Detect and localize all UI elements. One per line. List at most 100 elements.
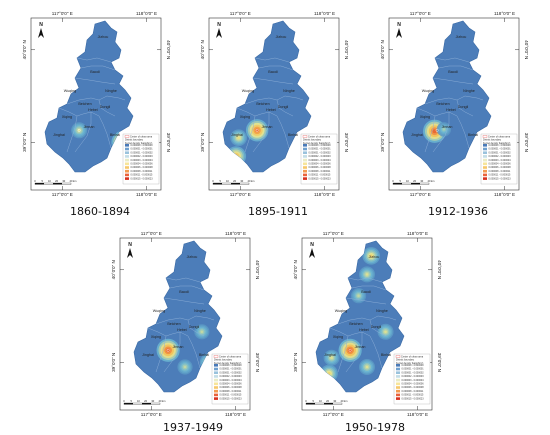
- district-label-ninghe: Ninghe: [105, 89, 117, 93]
- map-svg: 117°0'0" E 117°0'0" E 118°0'0" E 118°0'0" E…: [293, 231, 442, 417]
- latitude-label-right: 39°0'0" N: [344, 133, 349, 152]
- legend-bin-label: 0.000008 - 0.000011: [309, 170, 332, 173]
- scale-unit-label: km: [251, 179, 254, 183]
- tianjin-region: [44, 20, 134, 173]
- legend-bin-label: 0.000011 - 0.000015: [402, 394, 425, 397]
- legend-swatch: [214, 371, 218, 374]
- latitude-label-right: 39°0'0" N: [255, 353, 260, 372]
- scale-tick-label: 20: [233, 179, 236, 183]
- scale-tick-label: 5: [399, 179, 401, 183]
- legend-bin-label: 0.000001 - 0.000002: [220, 371, 243, 374]
- longitude-label-bottom: 117°0'0" E: [52, 192, 73, 197]
- legend-title-line: District boundary: [125, 139, 144, 142]
- map-svg: 117°0'0" E 117°0'0" E 118°0'0" E 118°0'0" E…: [200, 11, 349, 197]
- scale-tick-label: 0: [305, 399, 307, 403]
- legend-swatch: [125, 166, 129, 169]
- latitude-label-right: 40°0'0" N: [524, 40, 529, 59]
- longitude-label-bottom: 118°0'0" E: [494, 192, 515, 197]
- legend-title-line: Center of urban area: [401, 355, 424, 358]
- scale-tick-label: 40: [341, 399, 344, 403]
- legend-title-line: Kernel density (kapp/km²): [483, 142, 510, 145]
- district-label-beichen: Beichen: [436, 102, 449, 106]
- scale-tick-label: 0: [392, 179, 394, 183]
- scale-tick-label: 0: [212, 179, 214, 183]
- legend-swatch: [483, 166, 487, 169]
- north-arrow-icon: N: [216, 22, 222, 38]
- panel-caption-3: 1912-1936: [428, 205, 488, 218]
- latitude-label-right: 39°0'0" N: [524, 133, 529, 152]
- legend-swatch: [303, 162, 307, 166]
- density-hotspot-ninghe: [194, 324, 210, 340]
- scale-tick-label: 30: [240, 179, 243, 183]
- map-panel-4: 117°0'0" E 117°0'0" E 118°0'0" E 118°0'0" E…: [104, 228, 266, 424]
- legend-bin-label: 0.000008 - 0.000011: [131, 170, 154, 173]
- district-label-jinghai: Jinghai: [324, 353, 336, 357]
- district-label-wuqing: Wuqing: [335, 309, 347, 313]
- legend-title-line: District boundary: [303, 139, 322, 142]
- latitude-label-left: 39°0'0" N: [200, 133, 205, 152]
- district-label-ninghe: Ninghe: [376, 309, 388, 313]
- latitude-label-left: 39°0'0" N: [22, 133, 27, 152]
- scale-bar: 0 5 10 20 30 40 km: [392, 179, 434, 185]
- district-label-baodi: Baodi: [179, 290, 189, 294]
- legend-title-line: District boundary: [214, 359, 233, 362]
- legend-swatch: [396, 397, 400, 400]
- legend-swatch: [125, 169, 129, 173]
- north-arrow-icon: N: [309, 242, 315, 258]
- district-label-wuqing: Wuqing: [422, 89, 434, 93]
- scale-tick-label: 10: [48, 179, 51, 183]
- longitude-label-top: 117°0'0" E: [141, 231, 162, 236]
- longitude-label-bottom: 117°0'0" E: [230, 192, 251, 197]
- latitude-label-left: 40°0'0" N: [380, 40, 385, 59]
- svg-text:N: N: [217, 22, 221, 28]
- north-arrow-icon: N: [38, 22, 44, 38]
- district-label-dongli: Dongli: [278, 105, 289, 109]
- legend-bin-label: 0.000011 - 0.000015: [309, 174, 332, 177]
- legend-swatch: [483, 151, 487, 154]
- legend-title-line: Kernel density (kapp/km²): [125, 142, 152, 145]
- legend-swatch: [396, 393, 400, 397]
- scale-tick-label: 5: [41, 179, 43, 183]
- longitude-label-top: 118°0'0" E: [314, 11, 335, 16]
- district-label-dongli: Dongli: [458, 105, 469, 109]
- legend-swatch: [303, 173, 307, 177]
- district-label-ninghe: Ninghe: [283, 89, 295, 93]
- district-label-beichen: Beichen: [256, 102, 269, 106]
- scale-tick-label: 20: [413, 179, 416, 183]
- panel-caption-5: 1950-1978: [345, 421, 405, 434]
- density-hotspot-baodi: [350, 288, 367, 304]
- svg-text:N: N: [128, 242, 132, 248]
- longitude-label-top: 118°0'0" E: [494, 11, 515, 16]
- longitude-label-bottom: 118°0'0" E: [225, 412, 246, 417]
- legend-bin-label: 0.000004 - 0.000006: [220, 383, 243, 386]
- district-label-beichen: Beichen: [167, 322, 180, 326]
- longitude-label-bottom: 117°0'0" E: [410, 192, 431, 197]
- longitude-label-top: 118°0'0" E: [407, 231, 428, 236]
- legend-bin-label: 0.000002 - 0.000003: [309, 155, 332, 158]
- legend-bin-label: 0.000001 - 0.000002: [309, 151, 332, 154]
- legend-title-line: District boundary: [483, 139, 502, 142]
- district-label-binhai: Binhai: [110, 133, 120, 137]
- legend-bin-label: 0.000011 - 0.000015: [220, 394, 243, 397]
- longitude-label-bottom: 118°0'0" E: [136, 192, 157, 197]
- latitude-label-left: 39°0'0" N: [293, 353, 298, 372]
- legend-bin-label: 0.000006 - 0.000008: [309, 166, 332, 169]
- latitude-label-left: 40°0'0" N: [200, 40, 205, 59]
- district-label-binhai: Binhai: [468, 133, 478, 137]
- district-label-jizhou: Jizhou: [187, 255, 198, 259]
- legend-swatch: [483, 147, 487, 151]
- longitude-label-bottom: 118°0'0" E: [314, 192, 335, 197]
- district-label-wuqing: Wuqing: [153, 309, 165, 313]
- scale-tick-label: 20: [55, 179, 58, 183]
- legend-swatch: [214, 397, 218, 400]
- legend-title-line: Center of urban area: [308, 135, 331, 138]
- legend-bin-label: 0.000001 - 0.000001: [131, 148, 154, 151]
- legend-swatch: [483, 177, 487, 180]
- district-label-hebei: Hebei: [177, 328, 187, 332]
- legend-swatch: [125, 155, 129, 158]
- scale-bar: 0 5 10 20 30 40 km: [305, 399, 347, 405]
- scale-tick-label: 5: [312, 399, 314, 403]
